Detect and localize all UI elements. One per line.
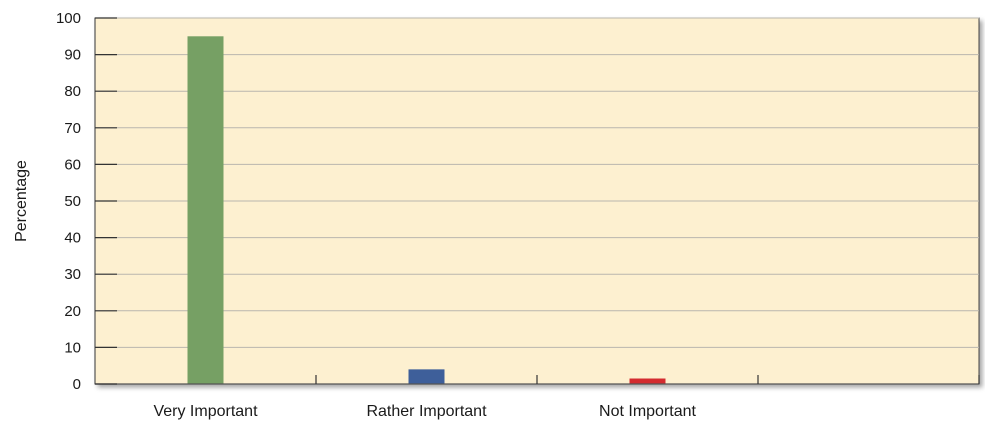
bars (187, 36, 666, 385)
y-tick-label: 80 (64, 83, 81, 100)
axes (94, 17, 980, 385)
y-tick-label: 0 (73, 376, 81, 393)
x-category-labels: Very Important Rather Important Not Import… (153, 403, 696, 420)
y-tick-label: 60 (64, 156, 81, 173)
y-tick-label: 40 (64, 230, 81, 247)
y-tick-labels: 0 10 20 30 40 50 60 70 80 90 100 (56, 10, 81, 393)
x-category-label: Very Important (153, 403, 258, 420)
x-category-label: Rather Important (366, 403, 487, 420)
y-tick-label: 10 (64, 339, 81, 356)
y-tick-label: 30 (64, 266, 81, 283)
y-tick-label: 50 (64, 193, 81, 210)
y-tick-label: 20 (64, 303, 81, 320)
y-tick-label: 90 (64, 47, 81, 64)
y-tick-label: 70 (64, 120, 81, 137)
gridlines (95, 17, 979, 348)
bar-not-important (629, 378, 666, 384)
bar-rather-important (408, 369, 445, 384)
x-category-label: Not Important (599, 403, 696, 420)
bar-very-important (187, 36, 224, 385)
y-axis-title: Percentage (13, 160, 30, 242)
y-tick-label: 100 (56, 10, 81, 27)
